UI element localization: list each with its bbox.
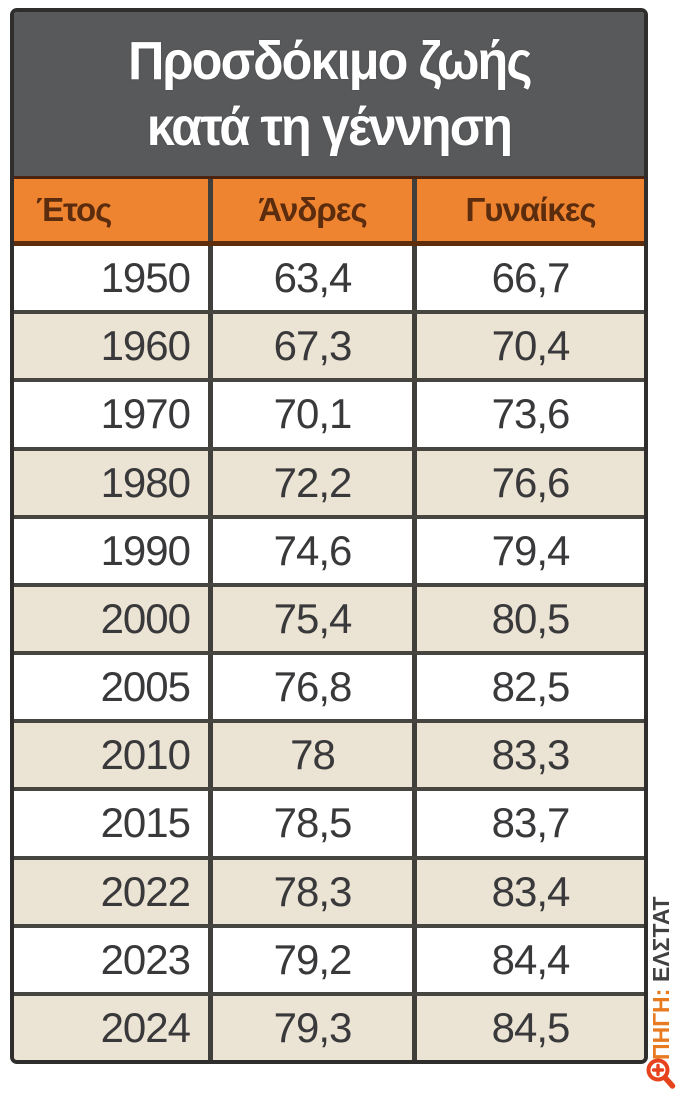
cell-men: 75,4 xyxy=(213,586,417,652)
table-row: 1950 63,4 66,7 xyxy=(14,246,644,311)
cell-women: 73,6 xyxy=(491,390,571,438)
cell-year: 2023 xyxy=(14,927,213,992)
cell-men: 63,4 xyxy=(213,246,417,311)
table-row: 2015 78,5 83,7 xyxy=(14,787,644,856)
cell-year: 2000 xyxy=(14,586,213,652)
life-expectancy-table: Προσδόκιμο ζωής κατά τη γέννηση Έτος Άνδ… xyxy=(10,8,648,1064)
column-header-women: Γυναίκες xyxy=(465,191,596,228)
cell-year: 2015 xyxy=(14,791,213,856)
cell-year: 2005 xyxy=(14,655,213,720)
column-header-year: Έτος xyxy=(14,179,213,241)
table-row: 2005 76,8 82,5 xyxy=(14,651,644,720)
cell-men: 67,3 xyxy=(213,314,417,379)
cell-women: 83,3 xyxy=(491,731,571,779)
cell-women: 66,7 xyxy=(491,254,571,302)
cell-women: 80,5 xyxy=(491,594,571,642)
cell-men: 74,6 xyxy=(213,518,417,583)
cell-men: 78,5 xyxy=(213,791,417,856)
table-row: 2024 79,3 84,5 xyxy=(14,991,644,1060)
cell-men: 78 xyxy=(213,723,417,788)
cell-women: 70,4 xyxy=(491,322,571,370)
source-label: ΠΗΓΗ: xyxy=(648,988,674,1060)
source-credit: ΠΗΓΗ: ΕΛΣΤΑΤ xyxy=(648,862,678,1060)
cell-year: 1970 xyxy=(14,382,213,447)
cell-women: 83,4 xyxy=(491,867,571,915)
table-body: 1950 63,4 66,7 1960 67,3 70,4 1970 70,1 … xyxy=(14,246,644,1060)
table-row: 2010 78 83,3 xyxy=(14,719,644,788)
cell-year: 2022 xyxy=(14,859,213,924)
title-line-1: Προσδόκιμο ζωής xyxy=(127,31,532,91)
title-line-2: κατά τη γέννηση xyxy=(146,97,513,157)
cell-men: 79,3 xyxy=(213,995,417,1060)
cell-women: 83,7 xyxy=(491,799,571,847)
table-title: Προσδόκιμο ζωής κατά τη γέννηση xyxy=(14,12,644,179)
cell-year: 2010 xyxy=(14,723,213,788)
table-row: 1970 70,1 73,6 xyxy=(14,378,644,447)
column-header-men: Άνδρες xyxy=(213,179,417,241)
cell-women: 76,6 xyxy=(491,458,571,506)
table-row: 1980 72,2 76,6 xyxy=(14,446,644,515)
cell-year: 1950 xyxy=(14,246,213,311)
table-row: 2022 78,3 83,4 xyxy=(14,855,644,924)
table-row: 1990 74,6 79,4 xyxy=(14,514,644,583)
source-value: ΕΛΣΤΑΤ xyxy=(648,896,674,982)
cell-year: 1960 xyxy=(14,314,213,379)
table-row: 2000 75,4 80,5 xyxy=(14,582,644,652)
cell-year: 2024 xyxy=(14,995,213,1060)
cell-men: 76,8 xyxy=(213,655,417,720)
cell-women: 82,5 xyxy=(491,663,571,711)
zoom-in-icon[interactable] xyxy=(644,1056,678,1092)
table-row: 2023 79,2 84,4 xyxy=(14,923,644,992)
cell-year: 1980 xyxy=(14,450,213,515)
cell-men: 78,3 xyxy=(213,859,417,924)
cell-women: 79,4 xyxy=(491,526,571,574)
cell-women: 84,5 xyxy=(491,1003,571,1051)
cell-year: 1990 xyxy=(14,518,213,583)
table-header-row: Έτος Άνδρες Γυναίκες xyxy=(14,179,644,246)
cell-men: 70,1 xyxy=(213,382,417,447)
cell-men: 79,2 xyxy=(213,927,417,992)
cell-men: 72,2 xyxy=(213,450,417,515)
table-row: 1960 67,3 70,4 xyxy=(14,310,644,379)
cell-women: 84,4 xyxy=(491,935,571,983)
